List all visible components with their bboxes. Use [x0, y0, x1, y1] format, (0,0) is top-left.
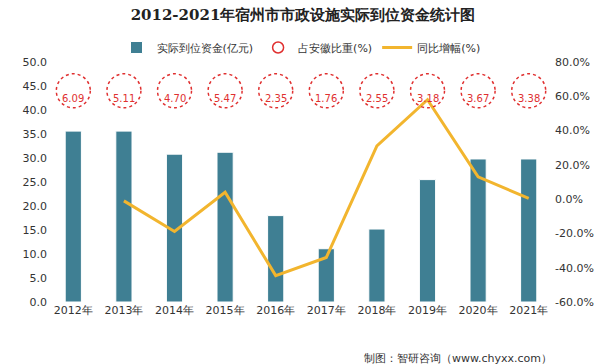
svg-text:60.0%: 60.0% — [555, 90, 590, 103]
svg-text:2021年: 2021年 — [509, 304, 548, 317]
svg-text:1.76: 1.76 — [315, 93, 337, 104]
svg-text:2016年: 2016年 — [256, 304, 295, 317]
svg-text:40.0%: 40.0% — [555, 124, 590, 137]
svg-text:5.0: 5.0 — [30, 272, 48, 285]
svg-text:20.0%: 20.0% — [555, 159, 590, 172]
svg-text:20.0: 20.0 — [23, 200, 48, 213]
svg-text:3.38: 3.38 — [518, 93, 540, 104]
svg-text:2019年: 2019年 — [408, 304, 447, 317]
svg-text:实际到位资金(亿元): 实际到位资金(亿元) — [157, 42, 254, 55]
svg-text:0.0: 0.0 — [30, 296, 48, 309]
svg-text:80.0%: 80.0% — [555, 56, 590, 69]
svg-text:2017年: 2017年 — [307, 304, 346, 317]
svg-text:45.0: 45.0 — [23, 80, 48, 93]
svg-text:5.11: 5.11 — [113, 93, 135, 104]
svg-text:占安徽比重(%): 占安徽比重(%) — [298, 42, 372, 55]
svg-text:30.0: 30.0 — [23, 152, 48, 165]
svg-text:6.09: 6.09 — [62, 93, 84, 104]
svg-text:10.0: 10.0 — [23, 248, 48, 261]
svg-text:-40.0%: -40.0% — [555, 262, 594, 275]
svg-text:50.0: 50.0 — [23, 56, 48, 69]
svg-text:同比增幅(%): 同比增幅(%) — [417, 42, 480, 55]
svg-text:2018年: 2018年 — [357, 304, 396, 317]
svg-text:0.0%: 0.0% — [555, 193, 583, 206]
svg-text:4.70: 4.70 — [164, 93, 186, 104]
svg-text:3.67: 3.67 — [467, 93, 489, 104]
svg-text:25.0: 25.0 — [23, 176, 48, 189]
svg-text:2.55: 2.55 — [366, 93, 388, 104]
svg-text:-60.0%: -60.0% — [555, 296, 594, 309]
svg-text:2012-2021年宿州市市政设施实际到位资金统计图: 2012-2021年宿州市市政设施实际到位资金统计图 — [131, 6, 476, 24]
svg-text:35.0: 35.0 — [23, 128, 48, 141]
svg-text:2015年: 2015年 — [206, 304, 245, 317]
svg-text:3.18: 3.18 — [417, 93, 439, 104]
svg-text:2020年: 2020年 — [459, 304, 498, 317]
svg-text:2013年: 2013年 — [104, 304, 143, 317]
svg-text:2014年: 2014年 — [155, 304, 194, 317]
svg-text:5.47: 5.47 — [214, 93, 236, 104]
svg-text:2012年: 2012年 — [54, 304, 93, 317]
svg-text:40.0: 40.0 — [23, 104, 48, 117]
svg-text:15.0: 15.0 — [23, 224, 48, 237]
svg-text:-20.0%: -20.0% — [555, 227, 594, 240]
svg-text:2.35: 2.35 — [265, 93, 287, 104]
svg-text:制图：智研咨询（www.chyxx.com）: 制图：智研咨询（www.chyxx.com） — [364, 352, 552, 364]
